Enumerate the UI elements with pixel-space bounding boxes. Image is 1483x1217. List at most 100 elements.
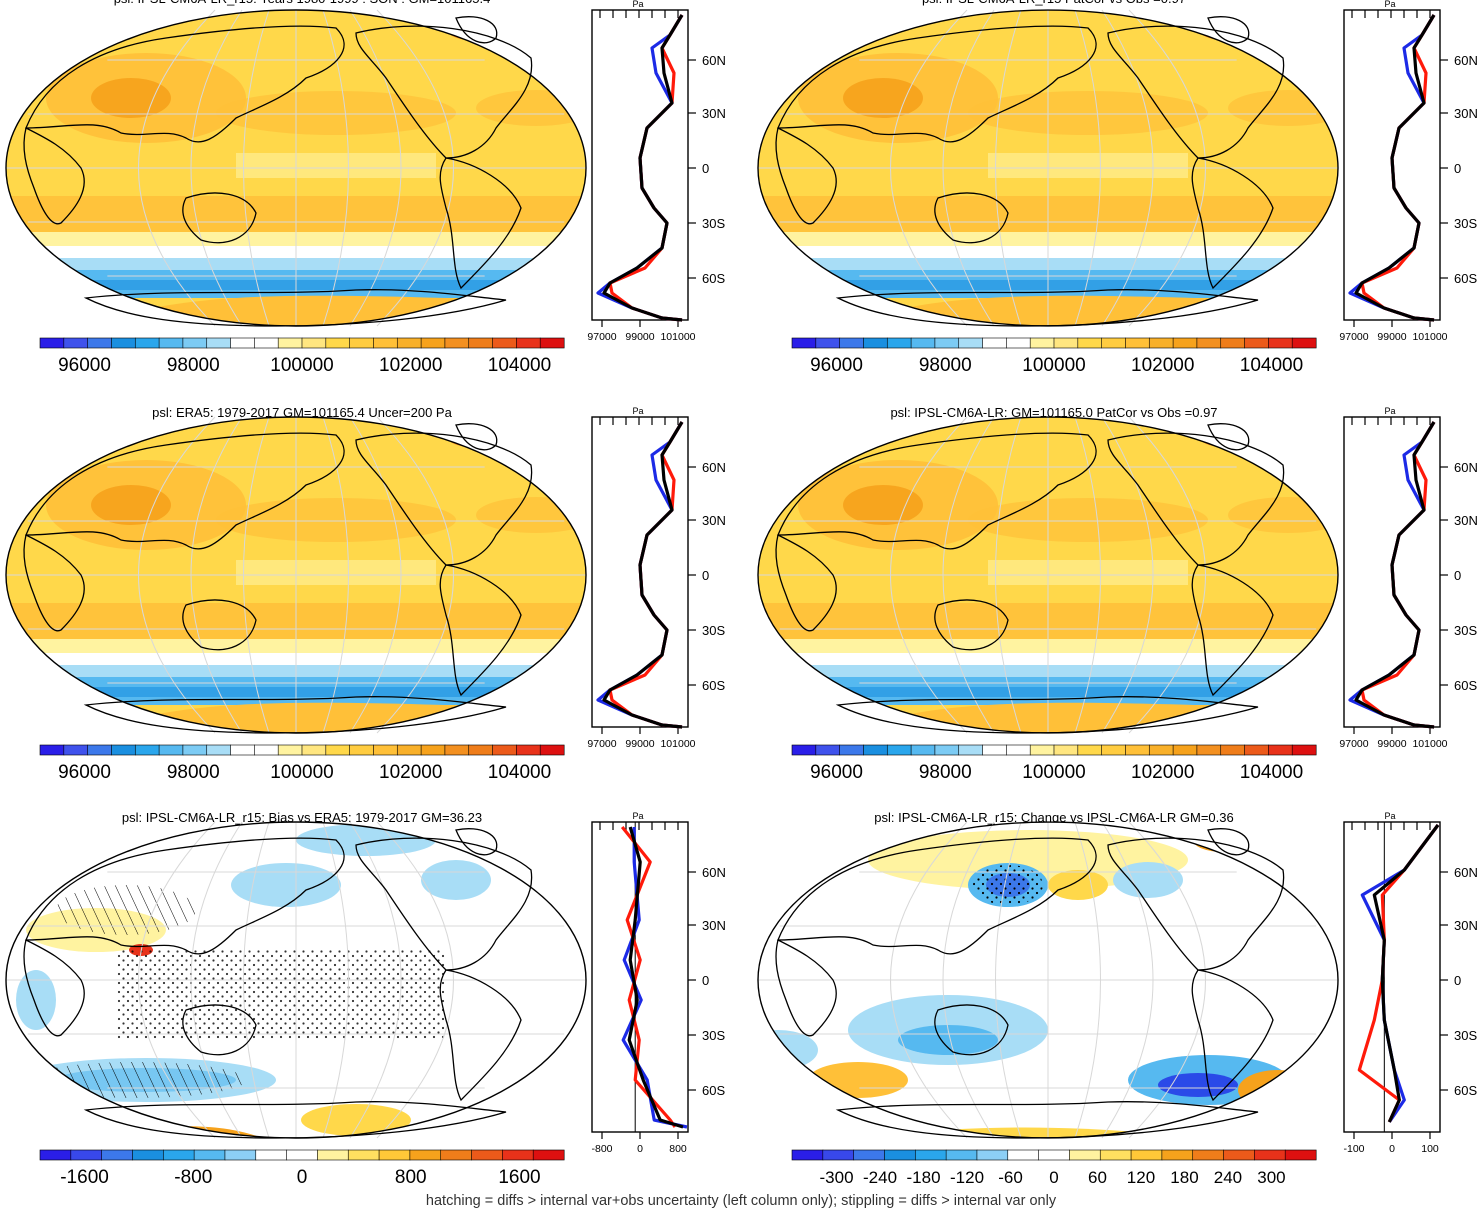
colorbar-cell xyxy=(1148,744,1174,756)
colorbar-cell xyxy=(1148,337,1174,349)
panel-title: psl: IPSL-CM6A-LR: GM=101165.0 PatCor vs… xyxy=(890,405,1217,420)
profile-lat-label: 60S xyxy=(1454,271,1477,286)
profile-frame xyxy=(1343,821,1441,1133)
zonal-profile: Pa 60N 30N 0 30S 60S 97000 99000 101000 xyxy=(1339,0,1477,343)
profile-lat-label: 30S xyxy=(702,623,725,638)
profile-x-label: 97000 xyxy=(587,738,616,750)
colorbar-tick-label: 100000 xyxy=(270,762,333,783)
profile-lat-label: 60N xyxy=(702,460,726,475)
colorbar-cell xyxy=(934,337,960,349)
profile-lat-label: 60N xyxy=(702,53,726,68)
coastline-3 xyxy=(355,837,533,971)
colorbar-cell xyxy=(325,337,351,349)
colorbar-cell xyxy=(914,1149,947,1161)
coastline-2 xyxy=(182,1004,257,1056)
colorbar-cell xyxy=(70,1149,103,1161)
equatorial-band xyxy=(236,560,436,585)
colorbar-tick-label: -240 xyxy=(863,1168,897,1187)
coastline-0 xyxy=(25,25,345,143)
colorbar-cell xyxy=(471,1149,503,1161)
coastline-6 xyxy=(455,423,498,451)
colorbar-cell xyxy=(87,744,112,756)
colorbar-cell xyxy=(325,744,351,756)
azores-high xyxy=(476,497,586,533)
colorbar-cell xyxy=(101,1149,133,1161)
colorbar-cell xyxy=(132,1149,164,1161)
colorbar-cell xyxy=(1053,744,1079,756)
profile-unit: Pa xyxy=(632,406,643,416)
colorbar-tick-label: 104000 xyxy=(1240,355,1303,376)
colorbar-cell xyxy=(982,744,1007,756)
profile-unit: Pa xyxy=(1384,406,1395,416)
colorbar-cell xyxy=(444,744,470,756)
colorbar-cell xyxy=(182,744,208,756)
colorbar-cell xyxy=(444,337,470,349)
colorbar-tick-label: 98000 xyxy=(167,355,220,376)
colorbar-cell xyxy=(440,1149,473,1161)
coastline-6 xyxy=(455,16,498,44)
meridian xyxy=(995,416,1022,734)
profile-lat-label: 30S xyxy=(702,1028,725,1043)
meridian xyxy=(190,416,243,734)
colorbar-cell xyxy=(492,337,517,349)
colorbar-cell xyxy=(409,1149,442,1161)
coastline-6 xyxy=(1207,423,1250,451)
profile-line-black xyxy=(602,421,684,729)
profile-lat-label: 30N xyxy=(702,918,726,933)
coastline-4 xyxy=(439,157,522,290)
profile-unit: Pa xyxy=(1384,0,1395,9)
map-border xyxy=(5,416,587,734)
meridian xyxy=(243,9,270,327)
colorbar-cell xyxy=(111,744,136,756)
colorbar-cell xyxy=(347,1149,380,1161)
coastline-5 xyxy=(835,1101,1259,1139)
colorbar-cell xyxy=(420,337,446,349)
meridian xyxy=(190,9,243,327)
colorbar-cell xyxy=(1007,1149,1040,1161)
azores-high xyxy=(1228,90,1338,126)
colorbar-cell xyxy=(839,744,864,756)
graticule xyxy=(758,821,1338,1139)
meridian xyxy=(1101,821,1154,1139)
colorbar-tick-label: 100000 xyxy=(1022,355,1085,376)
siberian-core xyxy=(843,485,923,525)
colorbar-cell xyxy=(1220,744,1246,756)
profile-lat-label: 0 xyxy=(702,973,709,988)
profile-x-label: 101000 xyxy=(660,331,695,343)
colorbar: -1600 -800 0 800 1600 xyxy=(39,1149,565,1188)
colorbar-cell xyxy=(539,744,565,756)
colorbar-cell xyxy=(1125,337,1150,349)
chg-neg-so-core xyxy=(1158,1073,1238,1097)
hatching-asia xyxy=(56,885,196,935)
colorbar-cell xyxy=(1101,337,1126,349)
coastline-4 xyxy=(1191,564,1274,697)
chg-neg-atl xyxy=(1113,862,1183,898)
zonal-profile: Pa 60N 30N 0 30S 60S 97000 99000 101000 xyxy=(1339,406,1477,750)
coastline-2 xyxy=(934,599,1009,651)
colorbar-cell xyxy=(206,744,232,756)
colorbar-cell xyxy=(111,337,136,349)
meridian xyxy=(995,821,1022,1139)
colorbar-cell xyxy=(255,1149,288,1161)
coastline-3 xyxy=(1107,25,1285,159)
coastline-1 xyxy=(23,939,85,1037)
colorbar-cell xyxy=(468,337,494,349)
profile-lat-label: 30N xyxy=(1454,513,1478,528)
colorbar-cell xyxy=(378,1149,411,1161)
colorbar-tick-label: 104000 xyxy=(488,762,551,783)
colorbar-tick-label: 96000 xyxy=(58,762,111,783)
colorbar-cell xyxy=(230,744,255,756)
colorbar-cell xyxy=(1223,1149,1255,1161)
colorbar-tick-label: 98000 xyxy=(919,355,972,376)
coastline-3 xyxy=(355,432,533,566)
graticule xyxy=(758,9,1338,327)
meridian xyxy=(190,821,243,1139)
coastline-0 xyxy=(25,432,345,550)
meridian xyxy=(349,821,402,1139)
panel-p3: psl: ERA5: 1979-2017 GM=101165.4 Uncer=2… xyxy=(5,405,726,783)
colorbar-tick-label: 240 xyxy=(1214,1168,1242,1187)
colorbar-cell xyxy=(1172,744,1198,756)
colorbar-cell xyxy=(1077,744,1103,756)
meridian xyxy=(376,416,454,734)
